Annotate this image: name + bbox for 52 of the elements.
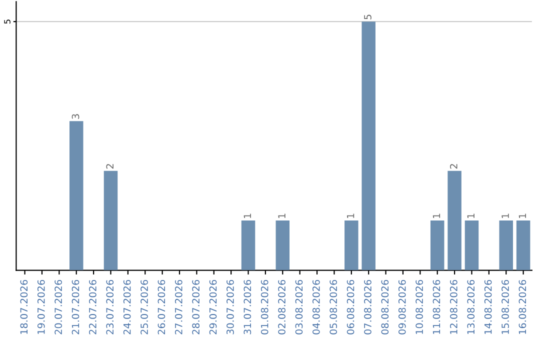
x-tick-label: 14.08.2026	[484, 280, 492, 334]
x-tick-label: 13.08.2026	[467, 280, 475, 334]
bar	[241, 220, 256, 270]
x-tick-label: 18.07.2026	[20, 280, 28, 334]
x-tick-label: 19.07.2026	[37, 280, 45, 334]
x-tick-label: 27.07.2026	[174, 280, 182, 334]
data-label: 2	[450, 164, 458, 169]
x-tick-label: 21.07.2026	[72, 280, 80, 334]
x-tick-label: 09.08.2026	[398, 280, 406, 334]
bar	[104, 170, 118, 270]
data-label: 1	[518, 214, 526, 218]
bar	[69, 121, 84, 270]
x-tick-label: 25.07.2026	[140, 280, 148, 334]
bar	[464, 220, 479, 270]
x-tick-label: 10.08.2026	[416, 280, 423, 334]
data-label: 1	[502, 214, 509, 218]
x-tick-label: 11.08.2026	[432, 280, 440, 334]
bar	[516, 220, 530, 270]
bar	[448, 170, 462, 270]
x-tick-label: 01.08.2026	[260, 280, 268, 334]
x-tick-label: 06.08.2026	[346, 280, 354, 334]
data-label: 3	[72, 114, 80, 119]
data-label: 1	[278, 214, 286, 218]
x-tick-label: 22.07.2026	[89, 280, 96, 334]
data-label: 1	[432, 214, 440, 218]
bar	[499, 220, 513, 270]
x-tick-label: 26.07.2026	[158, 280, 166, 334]
bar	[276, 220, 290, 270]
x-tick-label: 29.07.2026	[209, 280, 217, 334]
bar	[362, 22, 376, 270]
x-tick-label: 02.08.2026	[278, 280, 286, 334]
data-label: 2	[106, 164, 114, 169]
x-tick-label: 31.07.2026	[244, 280, 252, 334]
data-label: 1	[347, 214, 354, 218]
x-tick-label: 24.07.2026	[123, 280, 131, 334]
x-tick-label: 04.08.2026	[312, 280, 320, 334]
x-tick-label: 03.08.2026	[295, 280, 303, 334]
data-label: 1	[244, 214, 251, 218]
x-tick-label: 08.08.2026	[381, 280, 389, 334]
x-tick-label: 23.07.2026	[106, 280, 114, 334]
bar	[430, 220, 444, 270]
x-tick-label: 16.08.2026	[518, 280, 526, 334]
x-tick-label: 20.07.2026	[54, 280, 62, 334]
data-label: 5	[364, 14, 372, 20]
x-tick-label: 05.08.2026	[330, 280, 338, 334]
x-tick-label: 12.08.2026	[450, 280, 458, 334]
x-tick-label: 15.08.2026	[502, 280, 509, 334]
bar	[344, 220, 358, 270]
x-tick-label: 30.07.2026	[226, 280, 234, 334]
x-tick-label: 28.07.2026	[192, 280, 200, 334]
data-label: 1	[467, 214, 474, 218]
x-tick-label: 07.08.2026	[364, 280, 372, 334]
